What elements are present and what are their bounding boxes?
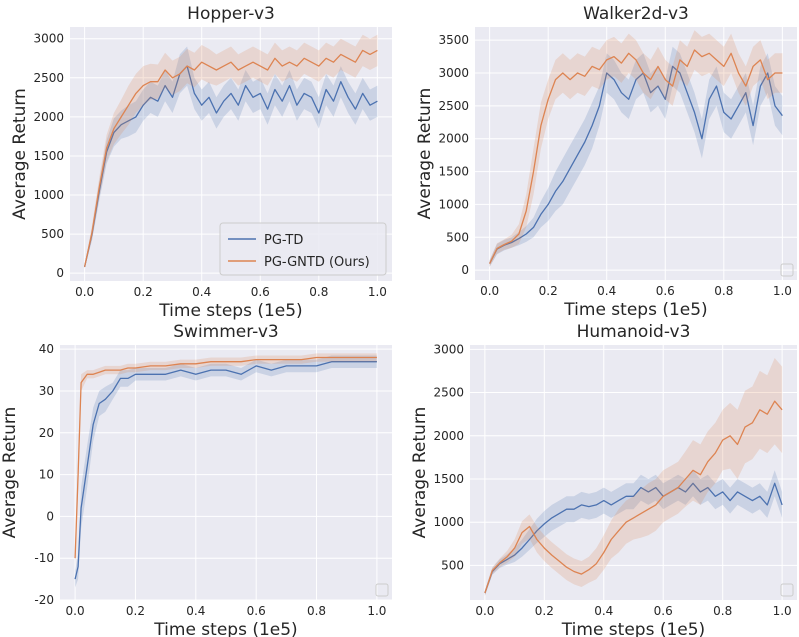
plot-area [470, 345, 797, 600]
x-tick-label: 0.6 [251, 285, 270, 299]
x-tick-label: 1.0 [367, 604, 386, 618]
x-tick-label: 0.4 [597, 284, 616, 298]
legend-box [219, 222, 387, 276]
y-tick-label: 3000 [433, 342, 464, 356]
x-axis-label: Time steps (1e5) [561, 620, 705, 637]
y-tick-label: 1500 [433, 472, 464, 486]
y-tick-label: 2000 [33, 110, 64, 124]
legend-label: PG-GNTD (Ours) [264, 255, 370, 270]
y-tick-label: 1000 [433, 515, 464, 529]
x-axis-label: Time steps (1e5) [158, 301, 302, 321]
y-tick-label: 2500 [33, 71, 64, 85]
x-tick-label: 1.0 [368, 285, 387, 299]
x-tick-label: 0.6 [654, 604, 673, 618]
plot-area [475, 27, 797, 280]
x-tick-label: 0.0 [66, 604, 85, 618]
series-line [484, 482, 783, 594]
plot-area [60, 345, 392, 600]
y-axis-label: Average Return [0, 407, 20, 539]
y-tick-label: 1000 [438, 197, 469, 211]
series-layer [489, 30, 783, 267]
y-axis-label: Average Return [10, 88, 30, 220]
y-tick-label: 30 [39, 384, 54, 398]
x-tick-label: 0.8 [309, 285, 328, 299]
series-band [84, 34, 378, 269]
x-tick-label: 0.4 [594, 604, 613, 618]
x-tick-label: 0.2 [126, 604, 145, 618]
y-tick-label: -20 [34, 593, 54, 607]
y-tick-label: 2500 [433, 386, 464, 400]
x-tick-label: 0.8 [714, 284, 733, 298]
y-tick-label: 1500 [438, 165, 469, 179]
series-line [83, 65, 378, 268]
y-tick-label: 10 [39, 468, 54, 482]
x-axis-label: Time steps (1e5) [153, 620, 297, 637]
series-band [84, 46, 378, 269]
series-line [484, 400, 783, 594]
y-tick-label: 500 [41, 227, 64, 241]
panel-walker2d: 0.0 0.2 0.4 0.6 0.8 1.0 0 500 1000 1500 2000 2500 30… [415, 4, 797, 320]
y-axis-label: Average Return [415, 88, 435, 220]
x-tick-label: 0.0 [75, 285, 94, 299]
series-line [74, 361, 377, 580]
y-tick-label: -10 [34, 551, 54, 565]
series-line [489, 49, 783, 264]
x-tick-label: 0.0 [480, 284, 499, 298]
legend-box-empty [780, 583, 794, 597]
legend-box-empty [375, 583, 389, 597]
series-line [83, 49, 378, 268]
legend-box-empty [780, 263, 794, 277]
x-tick-label: 0.6 [247, 604, 266, 618]
panel-hopper: 0.0 0.2 0.4 0.6 0.8 1.0 0 500 1000 1500 2000 2500 30… [10, 4, 392, 321]
series-band [489, 30, 783, 267]
series-layer [83, 34, 378, 269]
y-tick-label: 500 [441, 558, 464, 572]
panel-humanoid: 0.0 0.2 0.4 0.6 0.8 1.0 500 1000 1500 2000 2500 300… [410, 322, 797, 637]
x-tick-label: 0.0 [475, 604, 494, 618]
x-tick-label: 1.0 [773, 284, 792, 298]
chart-title: Swimmer-v3 [173, 322, 278, 342]
y-tick-label: 1000 [33, 188, 64, 202]
x-tick-label: 0.8 [307, 604, 326, 618]
y-tick-label: 0 [56, 266, 64, 280]
y-tick-label: 2000 [438, 132, 469, 146]
legend-label: PG-TD [264, 233, 303, 248]
series-band [484, 470, 783, 596]
y-tick-label: 3000 [33, 32, 64, 46]
x-tick-label: 0.4 [192, 285, 211, 299]
chart-title: Hopper-v3 [187, 4, 275, 24]
x-tick-label: 0.8 [713, 604, 732, 618]
x-tick-label: 0.4 [186, 604, 205, 618]
series-layer [484, 358, 783, 596]
y-tick-label: 0 [46, 509, 54, 523]
chart-title: Walker2d-v3 [583, 4, 689, 24]
panel-swimmer: 0.0 0.2 0.4 0.6 0.8 1.0 -20 -10 0 10 20 30 40 Swimmer… [0, 322, 392, 637]
y-tick-label: 20 [39, 426, 54, 440]
x-tick-label: 0.2 [134, 285, 153, 299]
y-tick-label: 3500 [438, 33, 469, 47]
y-tick-label: 40 [39, 342, 54, 356]
series-layer [74, 353, 377, 588]
y-tick-label: 0 [461, 263, 469, 277]
y-tick-label: 2000 [433, 429, 464, 443]
y-tick-label: 1500 [33, 149, 64, 163]
x-tick-label: 1.0 [773, 604, 792, 618]
x-tick-label: 0.2 [539, 284, 558, 298]
chart-title: Humanoid-v3 [577, 322, 691, 342]
y-tick-label: 500 [446, 230, 469, 244]
x-tick-label: 0.6 [656, 284, 675, 298]
series-line [489, 65, 783, 264]
y-axis-label: Average Return [410, 407, 430, 539]
y-tick-label: 2500 [438, 99, 469, 113]
x-axis-label: Time steps (1e5) [563, 300, 707, 320]
series-line [74, 356, 377, 559]
y-tick-label: 3000 [438, 66, 469, 80]
x-tick-label: 0.2 [535, 604, 554, 618]
